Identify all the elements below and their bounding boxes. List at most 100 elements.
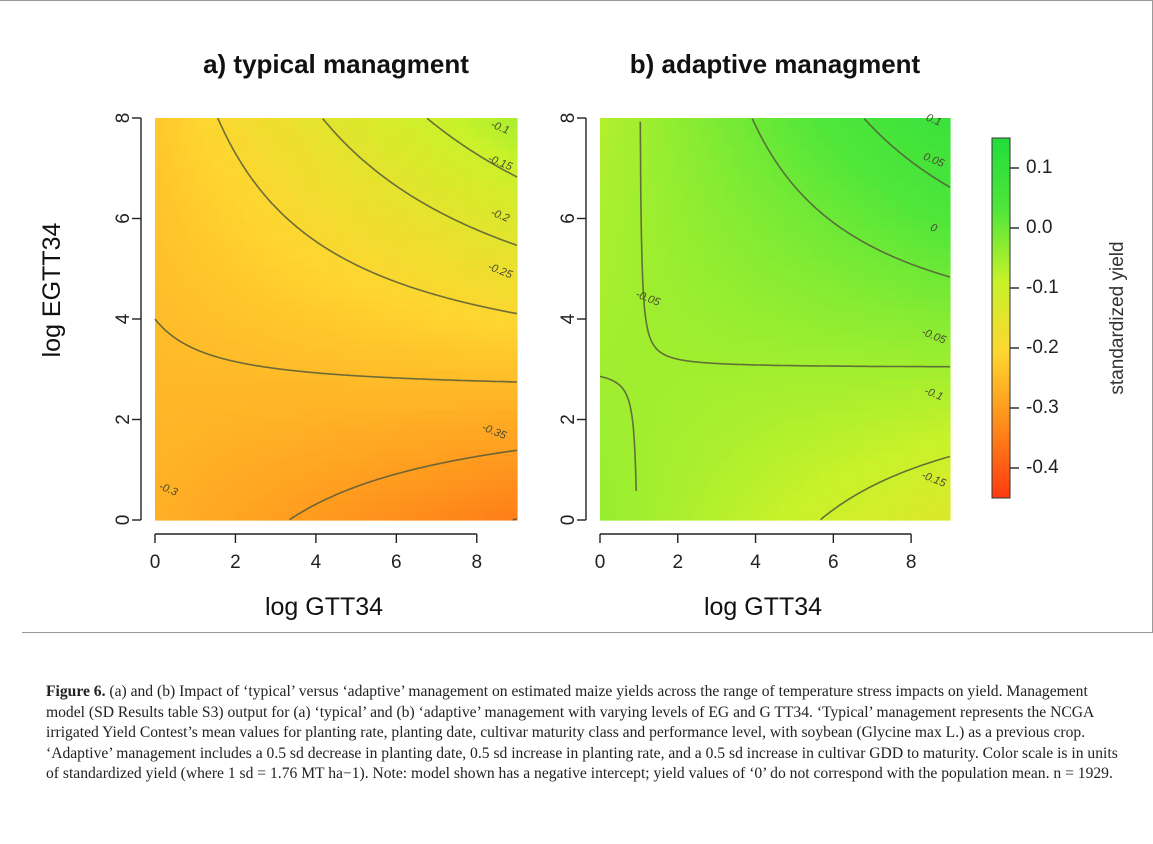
heatmap-cell [331,479,341,491]
heatmap-cell [420,319,430,330]
heatmap-cell [307,329,317,340]
heatmap-cell [468,379,478,390]
heatmap-cell [716,258,726,270]
heatmap-cell [500,258,510,270]
heatmap-cell [179,349,188,360]
heatmap-cell [708,339,718,350]
heatmap-cell [179,469,188,481]
heatmap-cell [677,228,687,240]
heatmap-cell [291,258,301,270]
heatmap-cell [677,278,687,290]
heatmap-cell [786,248,796,260]
heatmap-cell [299,459,309,471]
heatmap-cell [460,288,470,300]
heatmap-cell [942,499,951,511]
heatmap-cell [755,429,764,441]
heatmap-cell [654,278,663,290]
heatmap-cell [283,228,293,240]
heatmap-cell [646,379,656,390]
heatmap-cell [685,339,694,350]
heatmap-cell [243,339,253,350]
heatmap-cell [283,489,293,501]
heatmap-cell [918,469,928,481]
heatmap-cell [452,158,462,169]
heatmap-cell [615,469,624,481]
heatmap-cell [716,288,726,300]
heatmap-cell [724,489,733,501]
heatmap-cell [380,319,389,330]
heatmap-cell [934,409,943,421]
heatmap-cell [903,499,912,511]
heatmap-cell [155,429,164,441]
heatmap-cell [187,359,196,370]
heatmap-cell [942,198,951,210]
heatmap-cell [155,228,164,240]
heatmap-cell [155,188,164,199]
heatmap-cell [600,339,609,350]
heatmap-cell [340,308,349,320]
heatmap-cell [315,228,325,240]
heatmap-cell [404,268,414,280]
heatmap-cell [615,238,624,250]
heatmap-cell [918,218,928,230]
heatmap-cell [340,288,349,300]
heatmap-cell [299,268,309,280]
heatmap-cell [833,208,842,220]
heatmap-cell [283,268,293,280]
heatmap-cell [500,489,510,501]
heatmap-cell [623,379,632,390]
heatmap-cell [428,469,438,481]
heatmap-cell [211,469,220,481]
heatmap-cell [934,489,943,501]
heatmap-cell [444,489,454,501]
heatmap-cell [219,278,228,290]
heatmap-cell [623,148,632,159]
heatmap-cell [778,298,788,310]
heatmap-cell [708,359,718,370]
heatmap-cell [492,319,502,330]
heatmap-cell [708,429,718,441]
heatmap-cell [420,409,430,421]
heatmap-cell [771,329,780,340]
heatmap-cell [396,148,405,159]
heatmap-cell [267,479,277,491]
heatmap-cell [396,359,405,370]
heatmap-cell [880,258,889,270]
heatmap-cell [786,449,796,461]
heatmap-cell [396,329,405,340]
heatmap-cell [763,158,772,169]
panel-title: b) adaptive managment [630,49,921,79]
heatmap-cell [600,509,609,521]
heatmap-cell [195,298,204,310]
heatmap-cell [802,168,811,179]
heatmap-cell [786,288,796,300]
heatmap-cell [880,248,889,260]
heatmap-cell [887,449,897,461]
heatmap-cell [364,319,373,330]
heatmap-cell [623,499,632,511]
heatmap-cell [171,409,180,421]
heatmap-cell [476,349,486,360]
heatmap-cell [428,329,438,340]
heatmap-cell [677,218,687,230]
heatmap-cell [187,509,196,521]
heatmap-cell [476,238,486,250]
heatmap-cell [452,178,462,189]
heatmap-cell [708,489,718,501]
heatmap-cell [171,158,180,169]
heatmap-cell [716,128,726,139]
heatmap-cell [315,449,325,461]
heatmap-cell [934,479,943,491]
heatmap-cell [934,449,943,461]
heatmap-cell [685,228,694,240]
heatmap-cell [195,288,204,300]
heatmap-cell [918,439,928,451]
heatmap-cell [934,389,943,400]
heatmap-cell [600,188,609,199]
heatmap-cell [476,268,486,280]
heatmap-cell [747,268,757,280]
heatmap-cell [243,499,253,511]
heatmap-cell [646,339,656,350]
heatmap-cell [693,128,702,139]
heatmap-cell [323,148,333,159]
